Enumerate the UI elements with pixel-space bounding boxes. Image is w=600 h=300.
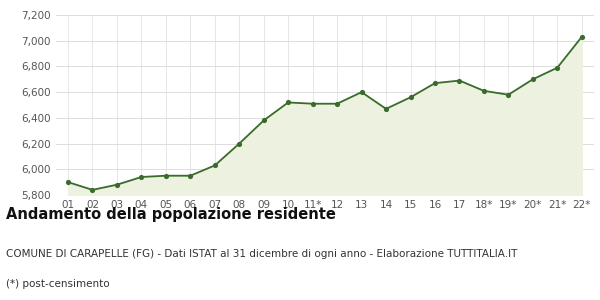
Point xyxy=(479,88,489,93)
Point xyxy=(577,34,587,39)
Point xyxy=(283,100,293,105)
Point xyxy=(88,188,97,192)
Point xyxy=(308,101,317,106)
Point xyxy=(112,182,122,187)
Point xyxy=(357,90,367,94)
Point xyxy=(63,180,73,184)
Point xyxy=(528,77,538,82)
Point xyxy=(259,118,269,123)
Point xyxy=(235,141,244,146)
Point xyxy=(332,101,342,106)
Point xyxy=(185,173,195,178)
Point xyxy=(430,81,440,85)
Text: Andamento della popolazione residente: Andamento della popolazione residente xyxy=(6,207,336,222)
Text: (*) post-censimento: (*) post-censimento xyxy=(6,279,110,289)
Point xyxy=(406,95,415,100)
Point xyxy=(381,106,391,111)
Point xyxy=(137,175,146,179)
Point xyxy=(210,163,220,168)
Point xyxy=(455,78,464,83)
Text: COMUNE DI CARAPELLE (FG) - Dati ISTAT al 31 dicembre di ogni anno - Elaborazione: COMUNE DI CARAPELLE (FG) - Dati ISTAT al… xyxy=(6,249,517,259)
Point xyxy=(553,65,562,70)
Point xyxy=(503,92,513,97)
Point xyxy=(161,173,170,178)
